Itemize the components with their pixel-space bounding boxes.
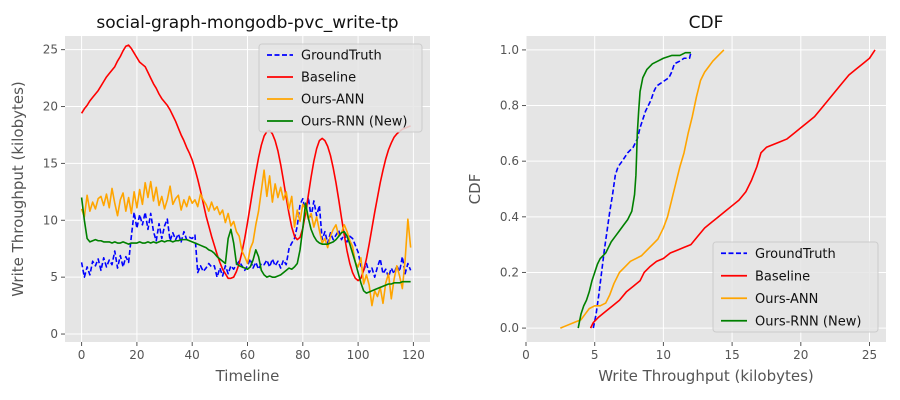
x-tick-label: 25 xyxy=(862,348,877,362)
y-tick-label: 5 xyxy=(50,270,58,284)
legend-label: GroundTruth xyxy=(755,247,836,262)
legend-label: Ours-ANN xyxy=(755,292,818,307)
y-tick-label: 0.6 xyxy=(500,154,519,168)
legend-box xyxy=(712,241,879,333)
x-tick-label: 100 xyxy=(347,348,370,362)
x-tick-label: 0 xyxy=(78,348,86,362)
x-tick-label: 15 xyxy=(724,348,739,362)
x-tick-label: 0 xyxy=(522,348,530,362)
legend-label: Ours-RNN (New) xyxy=(755,314,861,329)
x-axis-label: Timeline xyxy=(215,367,280,385)
x-tick-label: 120 xyxy=(402,348,425,362)
legend: GroundTruth Baseline Ours-ANN Ours-RNN (New… xyxy=(258,43,423,133)
series-line-groundtruth xyxy=(592,52,692,329)
y-tick-label: 1.0 xyxy=(500,43,519,57)
legend-box xyxy=(258,43,423,133)
series-line-baseline xyxy=(80,44,411,282)
x-axis-label: Write Throughput (kilobytes) xyxy=(598,367,814,385)
y-tick-label: 0.2 xyxy=(500,265,519,279)
y-tick-label: 20 xyxy=(43,100,58,114)
series-line-ours-ann xyxy=(560,49,725,329)
y-axis-label: CDF xyxy=(466,174,484,205)
legend-label: Ours-ANN xyxy=(301,93,364,108)
chart-title: social-graph-mongodb-pvc_write-tp xyxy=(96,13,398,33)
y-tick-label: 0.0 xyxy=(500,321,519,335)
x-tick-label: 60 xyxy=(240,348,255,362)
y-tick-label: 25 xyxy=(43,43,58,57)
x-tick-label: 10 xyxy=(656,348,671,362)
legend-label: Ours-RNN (New) xyxy=(301,115,407,130)
y-tick-label: 0.8 xyxy=(500,99,519,113)
legend-label: Baseline xyxy=(755,269,810,284)
series-line-baseline xyxy=(589,49,876,329)
y-axis-label: Write Throughput (kilobytes) xyxy=(9,81,27,297)
x-tick-label: 20 xyxy=(129,348,144,362)
legend-label: GroundTruth xyxy=(301,49,382,64)
y-tick-label: 0.4 xyxy=(500,210,519,224)
y-tick-label: 15 xyxy=(43,156,58,170)
x-tick-label: 5 xyxy=(591,348,599,362)
series-line-ours-rnn-new xyxy=(80,197,411,294)
legend: GroundTruth Baseline Ours-ANN Ours-RNN (New… xyxy=(712,241,879,333)
x-tick-label: 80 xyxy=(295,348,310,362)
chart-title: CDF xyxy=(689,13,724,33)
cdf-chart: 0 5 10 15 20 25 0.0 0.2 0.4 0.6 0.8 1.0 CDF Write Thr… xyxy=(466,13,886,385)
y-tick-label: 10 xyxy=(43,213,58,227)
x-tick-label: 40 xyxy=(185,348,200,362)
legend-label: Baseline xyxy=(301,71,356,86)
timeline-chart: 0 20 40 60 80 100 120 0 5 10 15 20 25 social-graph-mo… xyxy=(9,13,430,385)
x-tick-label: 20 xyxy=(793,348,808,362)
series-line-ours-rnn-new xyxy=(577,51,691,329)
y-tick-label: 0 xyxy=(50,327,58,341)
